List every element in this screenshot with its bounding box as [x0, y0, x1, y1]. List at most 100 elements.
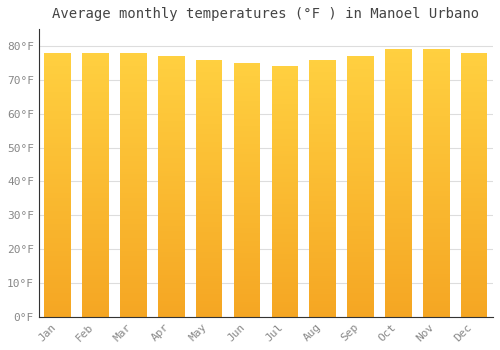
Bar — [385, 124, 411, 127]
Bar — [423, 207, 450, 210]
Bar — [158, 239, 184, 241]
Bar — [310, 170, 336, 173]
Bar — [44, 161, 71, 164]
Bar — [234, 307, 260, 309]
Bar — [461, 219, 487, 222]
Bar — [120, 63, 146, 66]
Bar — [158, 69, 184, 72]
Bar — [461, 259, 487, 261]
Bar — [44, 135, 71, 137]
Bar — [272, 174, 298, 176]
Bar — [348, 66, 374, 69]
Bar — [461, 222, 487, 224]
Bar — [44, 293, 71, 296]
Bar — [310, 281, 336, 284]
Bar — [310, 98, 336, 101]
Bar — [120, 269, 146, 272]
Bar — [461, 132, 487, 135]
Bar — [423, 314, 450, 317]
Bar — [423, 247, 450, 250]
Bar — [120, 182, 146, 185]
Bar — [272, 172, 298, 174]
Bar — [423, 266, 450, 269]
Bar — [120, 71, 146, 74]
Bar — [234, 193, 260, 195]
Bar — [44, 201, 71, 203]
Bar — [272, 254, 298, 257]
Bar — [44, 116, 71, 119]
Bar — [423, 223, 450, 226]
Bar — [82, 74, 109, 77]
Bar — [348, 215, 374, 218]
Bar — [423, 57, 450, 60]
Bar — [120, 195, 146, 198]
Bar — [385, 103, 411, 106]
Bar — [196, 301, 222, 304]
Bar — [120, 148, 146, 150]
Bar — [196, 286, 222, 288]
Bar — [196, 157, 222, 160]
Bar — [272, 136, 298, 139]
Bar — [234, 169, 260, 172]
Bar — [234, 129, 260, 132]
Bar — [158, 249, 184, 252]
Bar — [461, 309, 487, 312]
Bar — [310, 162, 336, 165]
Bar — [234, 309, 260, 312]
Bar — [158, 142, 184, 145]
Bar — [423, 111, 450, 113]
Bar — [423, 271, 450, 274]
Bar — [234, 83, 260, 86]
Bar — [120, 130, 146, 132]
Bar — [196, 201, 222, 204]
Bar — [82, 124, 109, 127]
Bar — [196, 103, 222, 106]
Bar — [158, 233, 184, 236]
Bar — [44, 301, 71, 303]
Bar — [234, 284, 260, 286]
Bar — [44, 55, 71, 58]
Bar — [310, 240, 336, 242]
Bar — [120, 153, 146, 156]
Bar — [461, 156, 487, 158]
Bar — [461, 92, 487, 95]
Bar — [158, 220, 184, 223]
Bar — [196, 181, 222, 183]
Bar — [423, 255, 450, 258]
Bar — [272, 69, 298, 71]
Bar — [272, 214, 298, 217]
Bar — [385, 218, 411, 220]
Bar — [44, 180, 71, 182]
Bar — [82, 174, 109, 177]
Bar — [234, 162, 260, 164]
Bar — [423, 138, 450, 140]
Bar — [234, 154, 260, 157]
Bar — [158, 228, 184, 231]
Bar — [272, 126, 298, 129]
Bar — [44, 71, 71, 74]
Bar — [44, 164, 71, 166]
Bar — [385, 175, 411, 178]
Bar — [272, 146, 298, 149]
Bar — [120, 82, 146, 84]
Bar — [234, 296, 260, 299]
Bar — [385, 111, 411, 113]
Bar — [272, 272, 298, 274]
Bar — [44, 253, 71, 256]
Bar — [461, 264, 487, 267]
Bar — [196, 299, 222, 301]
Bar — [82, 116, 109, 119]
Bar — [348, 103, 374, 106]
Bar — [44, 209, 71, 211]
Bar — [385, 269, 411, 271]
Bar — [310, 137, 336, 139]
Bar — [120, 248, 146, 251]
Bar — [158, 312, 184, 314]
Bar — [423, 183, 450, 186]
Bar — [158, 145, 184, 147]
Bar — [423, 287, 450, 290]
Bar — [385, 295, 411, 298]
Bar — [423, 52, 450, 55]
Bar — [196, 232, 222, 234]
Bar — [348, 147, 374, 150]
